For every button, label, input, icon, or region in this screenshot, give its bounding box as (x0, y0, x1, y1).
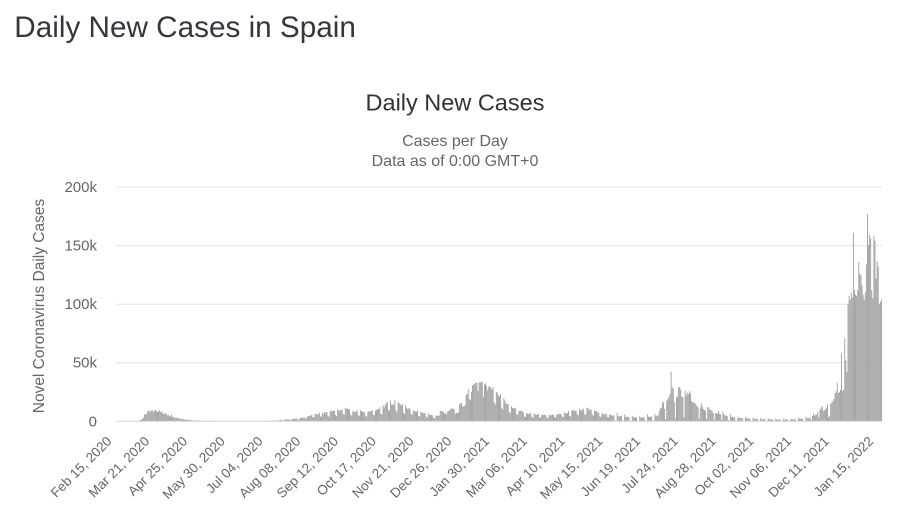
svg-text:Novel Coronavirus Daily Cases: Novel Coronavirus Daily Cases (31, 199, 48, 414)
svg-text:0: 0 (89, 413, 97, 430)
svg-text:50k: 50k (73, 355, 98, 372)
svg-text:Data as of 0:00 GMT+0: Data as of 0:00 GMT+0 (372, 153, 539, 170)
svg-text:150k: 150k (64, 238, 97, 255)
svg-text:Cases per Day: Cases per Day (402, 133, 508, 150)
svg-text:Daily New Cases: Daily New Cases (366, 90, 545, 116)
svg-text:100k: 100k (64, 296, 97, 313)
svg-text:Daily New Cases in Spain: Daily New Cases in Spain (14, 11, 356, 44)
svg-text:200k: 200k (64, 179, 97, 196)
